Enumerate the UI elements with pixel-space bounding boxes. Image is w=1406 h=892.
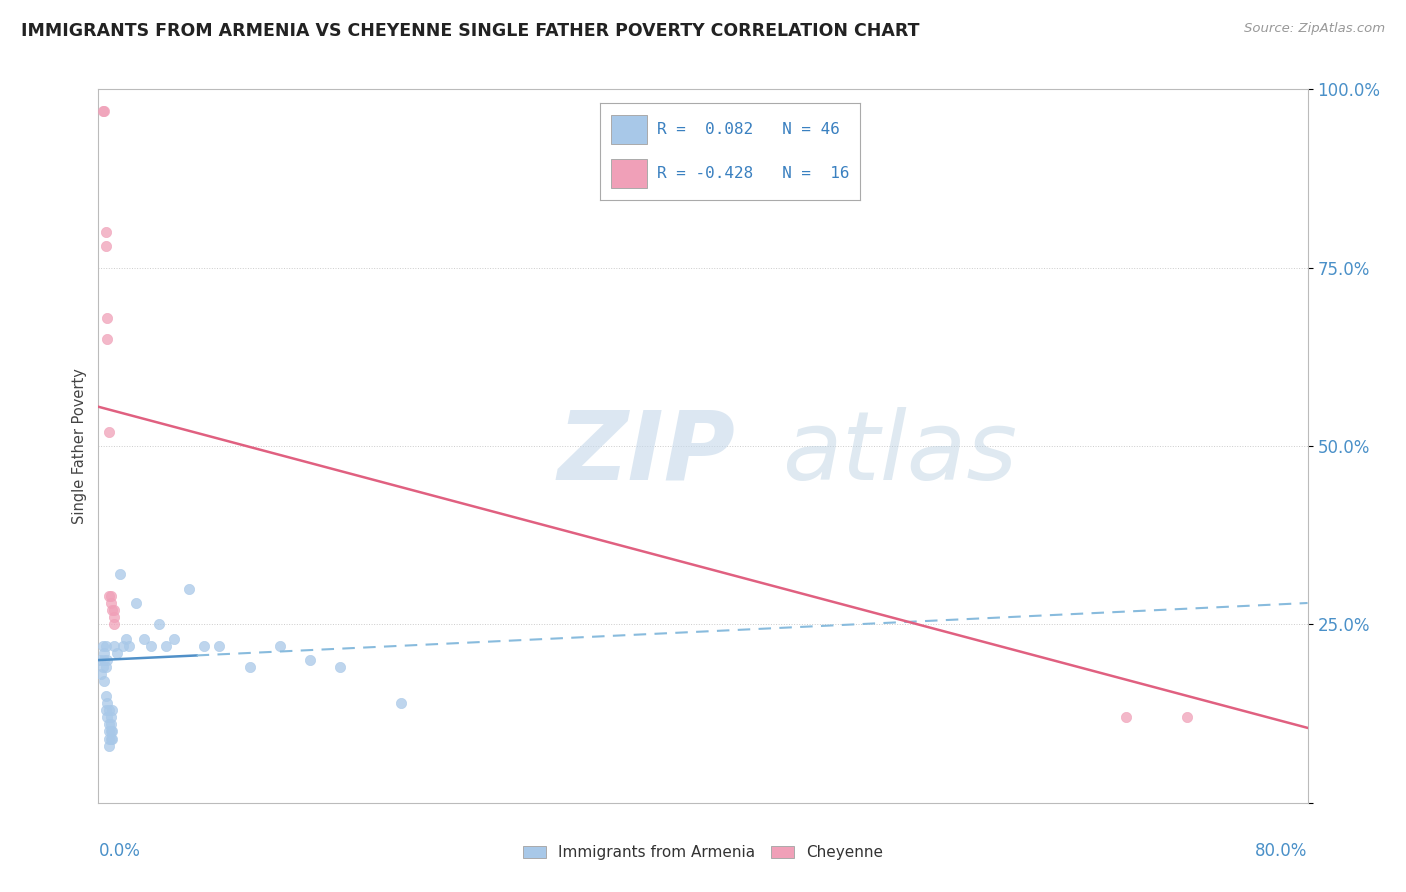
Point [1115, 710, 1137, 724]
Point [93, 646, 115, 660]
Point [163, 632, 186, 646]
Point [93, 103, 115, 118]
Point [132, 632, 155, 646]
Point [179, 582, 201, 596]
Point [100, 731, 122, 746]
Point [103, 617, 125, 632]
Point [94, 660, 117, 674]
Point [125, 596, 148, 610]
Point [101, 603, 124, 617]
Point [389, 696, 412, 710]
Text: ZIP: ZIP [558, 407, 735, 500]
Point [100, 717, 122, 731]
Point [141, 639, 163, 653]
Point [98, 425, 121, 439]
Point [96, 332, 118, 346]
Point [93, 653, 115, 667]
Point [91, 103, 114, 118]
Point [91, 660, 114, 674]
Point [94, 689, 117, 703]
Point [118, 639, 141, 653]
Text: 0.0%: 0.0% [98, 842, 141, 860]
Point [103, 610, 125, 624]
Point [193, 639, 215, 653]
Point [108, 567, 131, 582]
Point [239, 660, 262, 674]
Point [101, 703, 124, 717]
Point [103, 603, 125, 617]
Point [105, 646, 128, 660]
Point [101, 724, 124, 739]
Point [1175, 710, 1198, 724]
Point [91, 639, 114, 653]
Text: 80.0%: 80.0% [1256, 842, 1308, 860]
Point [100, 710, 122, 724]
Text: IMMIGRANTS FROM ARMENIA VS CHEYENNE SINGLE FATHER POVERTY CORRELATION CHART: IMMIGRANTS FROM ARMENIA VS CHEYENNE SING… [21, 22, 920, 40]
Point [89, 653, 111, 667]
Text: atlas: atlas [782, 407, 1017, 500]
Point [98, 703, 121, 717]
Point [98, 589, 121, 603]
Point [101, 731, 124, 746]
Point [96, 696, 118, 710]
Text: Source: ZipAtlas.com: Source: ZipAtlas.com [1244, 22, 1385, 36]
Point [94, 225, 117, 239]
Point [94, 703, 117, 717]
Point [98, 717, 121, 731]
Point [103, 639, 125, 653]
Point [329, 660, 352, 674]
Point [100, 596, 122, 610]
Y-axis label: Single Father Poverty: Single Father Poverty [72, 368, 87, 524]
Point [299, 653, 322, 667]
Point [90, 667, 112, 681]
Point [111, 639, 134, 653]
Point [96, 653, 118, 667]
Point [94, 239, 117, 253]
Point [98, 739, 121, 753]
Point [93, 674, 115, 689]
Point [148, 617, 170, 632]
Point [96, 710, 118, 724]
Point [114, 632, 136, 646]
Point [208, 639, 231, 653]
Point [94, 639, 117, 653]
Legend: Immigrants from Armenia, Cheyenne: Immigrants from Armenia, Cheyenne [517, 839, 889, 866]
Point [98, 731, 121, 746]
Point [100, 589, 122, 603]
Point [98, 724, 121, 739]
Point [155, 639, 177, 653]
Point [100, 724, 122, 739]
Point [269, 639, 291, 653]
Point [96, 310, 118, 325]
